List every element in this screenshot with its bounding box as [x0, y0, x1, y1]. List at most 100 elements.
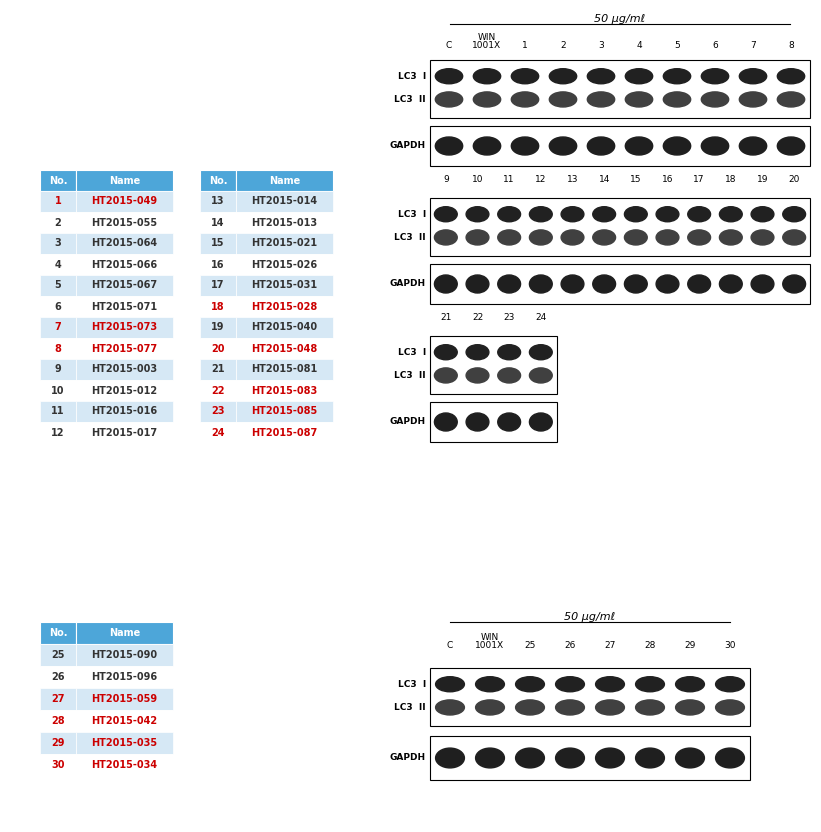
Bar: [76, 191, 173, 212]
Text: 4: 4: [636, 41, 642, 50]
Text: 23: 23: [503, 313, 515, 322]
Ellipse shape: [516, 676, 544, 691]
Text: 10: 10: [472, 175, 484, 184]
Bar: [430, 264, 810, 304]
Text: 12: 12: [51, 428, 65, 438]
Ellipse shape: [434, 368, 457, 383]
Text: 27: 27: [604, 641, 616, 650]
Ellipse shape: [530, 230, 553, 245]
Ellipse shape: [782, 206, 805, 222]
Bar: [430, 126, 810, 166]
Bar: [200, 212, 236, 233]
Text: 17: 17: [694, 175, 705, 184]
Text: 12: 12: [535, 175, 547, 184]
Ellipse shape: [688, 230, 710, 245]
Ellipse shape: [719, 230, 742, 245]
Bar: [200, 422, 236, 443]
Text: 18: 18: [725, 175, 736, 184]
Text: 20: 20: [211, 344, 225, 354]
Text: HT2015-003: HT2015-003: [91, 364, 158, 374]
Text: HT2015-042: HT2015-042: [91, 716, 158, 726]
Text: 10: 10: [51, 385, 65, 395]
Ellipse shape: [474, 92, 501, 107]
Bar: [200, 254, 236, 275]
Bar: [76, 275, 173, 296]
Ellipse shape: [475, 700, 504, 715]
Bar: [40, 732, 76, 754]
Bar: [430, 668, 750, 726]
Bar: [76, 710, 173, 732]
Bar: [76, 754, 173, 776]
Ellipse shape: [466, 230, 488, 245]
Text: 29: 29: [685, 641, 695, 650]
Ellipse shape: [625, 230, 647, 245]
Bar: [40, 212, 76, 233]
Ellipse shape: [530, 413, 553, 431]
Bar: [76, 422, 173, 443]
Bar: [40, 233, 76, 254]
Ellipse shape: [716, 676, 745, 691]
Bar: [430, 336, 557, 394]
Ellipse shape: [466, 368, 488, 383]
Bar: [236, 401, 333, 422]
Ellipse shape: [530, 275, 553, 293]
Ellipse shape: [782, 230, 805, 245]
Text: HT2015-034: HT2015-034: [91, 760, 158, 770]
Bar: [40, 688, 76, 710]
Bar: [236, 233, 333, 254]
Text: HT2015-066: HT2015-066: [91, 260, 158, 270]
Text: 6: 6: [712, 41, 718, 50]
Text: 23: 23: [211, 407, 225, 417]
Text: HT2015-016: HT2015-016: [91, 407, 158, 417]
Ellipse shape: [434, 344, 457, 359]
Text: C: C: [447, 641, 453, 650]
Text: 7: 7: [750, 41, 756, 50]
Ellipse shape: [434, 230, 457, 245]
Text: LC3  I: LC3 I: [397, 72, 426, 81]
Bar: [236, 296, 333, 317]
Text: 15: 15: [630, 175, 641, 184]
Ellipse shape: [625, 206, 647, 222]
Ellipse shape: [511, 92, 539, 107]
Ellipse shape: [777, 92, 805, 107]
Bar: [430, 198, 810, 256]
Text: 8: 8: [54, 344, 62, 354]
Bar: [76, 359, 173, 380]
Bar: [40, 710, 76, 732]
Text: LC3  I: LC3 I: [397, 210, 426, 219]
Bar: [40, 666, 76, 688]
Text: LC3  II: LC3 II: [394, 703, 426, 712]
Text: LC3  II: LC3 II: [394, 233, 426, 242]
Text: Name: Name: [268, 176, 300, 186]
Ellipse shape: [434, 275, 457, 293]
Text: 3: 3: [55, 239, 62, 249]
Bar: [200, 170, 236, 191]
Bar: [236, 317, 333, 338]
Ellipse shape: [561, 275, 584, 293]
Text: GAPDH: GAPDH: [390, 418, 426, 427]
Text: 28: 28: [644, 641, 656, 650]
Ellipse shape: [595, 748, 625, 768]
Ellipse shape: [626, 137, 653, 155]
Ellipse shape: [436, 748, 465, 768]
Ellipse shape: [498, 368, 521, 383]
Text: LC3  II: LC3 II: [394, 95, 426, 104]
Bar: [76, 212, 173, 233]
Ellipse shape: [587, 137, 615, 155]
Ellipse shape: [716, 748, 745, 768]
Text: HT2015-096: HT2015-096: [91, 672, 158, 682]
Bar: [40, 359, 76, 380]
Ellipse shape: [466, 206, 488, 222]
Text: HT2015-067: HT2015-067: [91, 280, 158, 290]
Ellipse shape: [740, 69, 767, 84]
Text: 18: 18: [211, 301, 225, 311]
Text: HT2015-028: HT2015-028: [251, 301, 318, 311]
Ellipse shape: [635, 748, 664, 768]
Bar: [236, 380, 333, 401]
Bar: [430, 60, 810, 118]
Bar: [200, 338, 236, 359]
Text: HT2015-083: HT2015-083: [251, 385, 318, 395]
Ellipse shape: [625, 275, 647, 293]
Bar: [236, 359, 333, 380]
Text: 26: 26: [564, 641, 576, 650]
